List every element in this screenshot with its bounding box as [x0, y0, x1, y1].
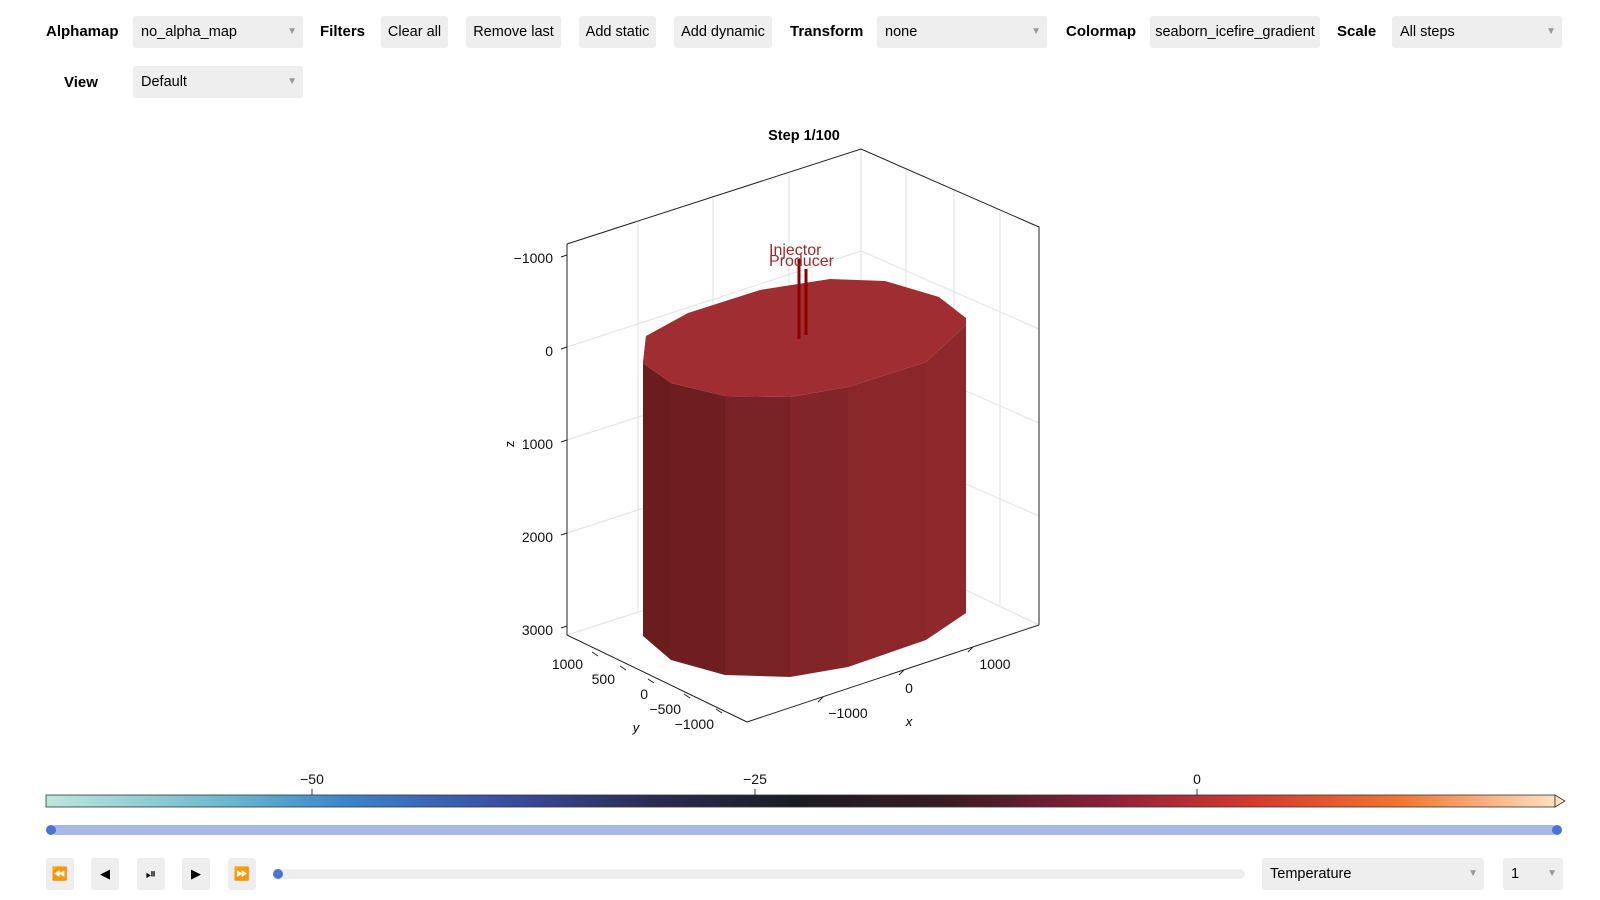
y-tick-label: 500 [592, 671, 616, 687]
scale-label: Scale [1337, 23, 1377, 40]
y-tick-label: 0 [640, 686, 648, 702]
x-tick-label: −1000 [828, 705, 868, 721]
fast-forward-button[interactable]: ⏩ [228, 858, 256, 890]
colorbar-tick-label: −50 [300, 771, 324, 787]
play-icon: ▶ [191, 866, 201, 881]
view-label: View [64, 74, 98, 91]
range-slider[interactable] [46, 825, 1562, 835]
alphamap-value: no_alpha_map [141, 24, 237, 40]
y-axis-tick-labels: 1000 500 0 −500 −1000 [552, 656, 714, 732]
variable-value: Temperature [1270, 866, 1352, 882]
step-back-icon: ◀ [100, 866, 110, 881]
alphamap-label: Alphamap [46, 23, 119, 40]
component-value: 1 [1511, 866, 1520, 882]
y-tick-label: −1000 [675, 716, 715, 732]
colorbar-tick-label: −25 [743, 771, 767, 787]
view-select[interactable]: Default ▼ [133, 66, 303, 98]
colorbar-tick-labels: −50 −25 0 [300, 771, 1201, 787]
z-tick-label: 3000 [522, 622, 553, 638]
transform-value: none [885, 24, 918, 40]
injector-label: Injector [769, 242, 822, 259]
range-slider-track [51, 825, 1557, 835]
plot-title: Step 1/100 [768, 128, 840, 144]
y-axis-label: y [632, 720, 641, 735]
x-tick-label: 0 [905, 680, 913, 696]
z-axis-label: z [502, 441, 517, 448]
colorbar-gradient [45, 794, 1556, 808]
x-axis-ticks [817, 646, 974, 703]
reservoir-mesh [643, 279, 966, 677]
component-select[interactable]: 1 ▼ [1503, 858, 1563, 890]
y-axis-ticks [591, 651, 723, 714]
step-slider[interactable] [273, 869, 1245, 879]
transform-select[interactable]: none ▼ [877, 16, 1047, 48]
remove-last-button[interactable]: Remove last [466, 16, 561, 48]
colorbar-extend-triangle [1554, 794, 1566, 808]
z-axis-tick-labels: −1000 0 1000 2000 3000 [514, 250, 554, 638]
z-tick-label: 1000 [522, 436, 553, 452]
alphamap-select[interactable]: no_alpha_map ▼ [133, 16, 303, 48]
play-button[interactable]: ▶ [182, 858, 210, 890]
x-axis-label: x [905, 714, 913, 729]
chevron-down-icon: ▼ [1031, 26, 1041, 37]
clear-all-button[interactable]: Clear all [381, 16, 448, 48]
x-tick-label: 1000 [979, 656, 1010, 672]
scale-value: All steps [1400, 24, 1455, 40]
play-pause-button[interactable]: ⏯ [137, 858, 165, 890]
transform-label: Transform [790, 23, 864, 40]
range-slider-high-handle[interactable] [1552, 825, 1562, 835]
well-labels: Injector Producer [769, 242, 835, 270]
y-tick-label: 1000 [552, 656, 583, 672]
axis-frame [566, 148, 1040, 723]
fast-forward-icon: ⏩ [233, 866, 251, 881]
chevron-down-icon: ▼ [287, 76, 297, 87]
colormap-label: Colormap [1066, 23, 1137, 40]
filters-label: Filters [320, 23, 366, 40]
variable-select[interactable]: Temperature ▼ [1262, 858, 1484, 890]
3d-plot[interactable]: −1000 0 1000 2000 3000 z 1000 500 0 −500… [0, 0, 1600, 760]
producer-label: Producer [769, 253, 835, 270]
chevron-down-icon: ▼ [1547, 868, 1557, 879]
z-axis-ticks [560, 254, 568, 629]
step-slider-handle[interactable] [273, 869, 283, 879]
view-value: Default [141, 74, 187, 90]
z-tick-label: −1000 [514, 250, 554, 266]
z-tick-label: 0 [545, 343, 553, 359]
rewind-button[interactable]: ⏪ [46, 858, 74, 890]
x-axis-tick-labels: −1000 0 1000 [828, 656, 1010, 721]
y-tick-label: −500 [649, 701, 681, 717]
colorbar-ticks [311, 789, 1198, 795]
play-pause-icon: ⏯ [145, 866, 157, 881]
step-slider-track [278, 869, 1245, 879]
colormap-select[interactable]: seaborn_icefire_gradient [1150, 16, 1320, 48]
z-tick-label: 2000 [522, 529, 553, 545]
add-dynamic-button[interactable]: Add dynamic [674, 16, 772, 48]
range-slider-low-handle[interactable] [46, 825, 56, 835]
wells [797, 259, 808, 339]
add-static-button[interactable]: Add static [579, 16, 656, 48]
chevron-down-icon: ▼ [1468, 868, 1478, 879]
chevron-down-icon: ▼ [1546, 26, 1556, 37]
rewind-icon: ⏪ [51, 866, 69, 881]
chevron-down-icon: ▼ [287, 26, 297, 37]
scale-select[interactable]: All steps ▼ [1392, 16, 1562, 48]
colorbar-tick-label: 0 [1193, 771, 1201, 787]
step-back-button[interactable]: ◀ [91, 858, 119, 890]
